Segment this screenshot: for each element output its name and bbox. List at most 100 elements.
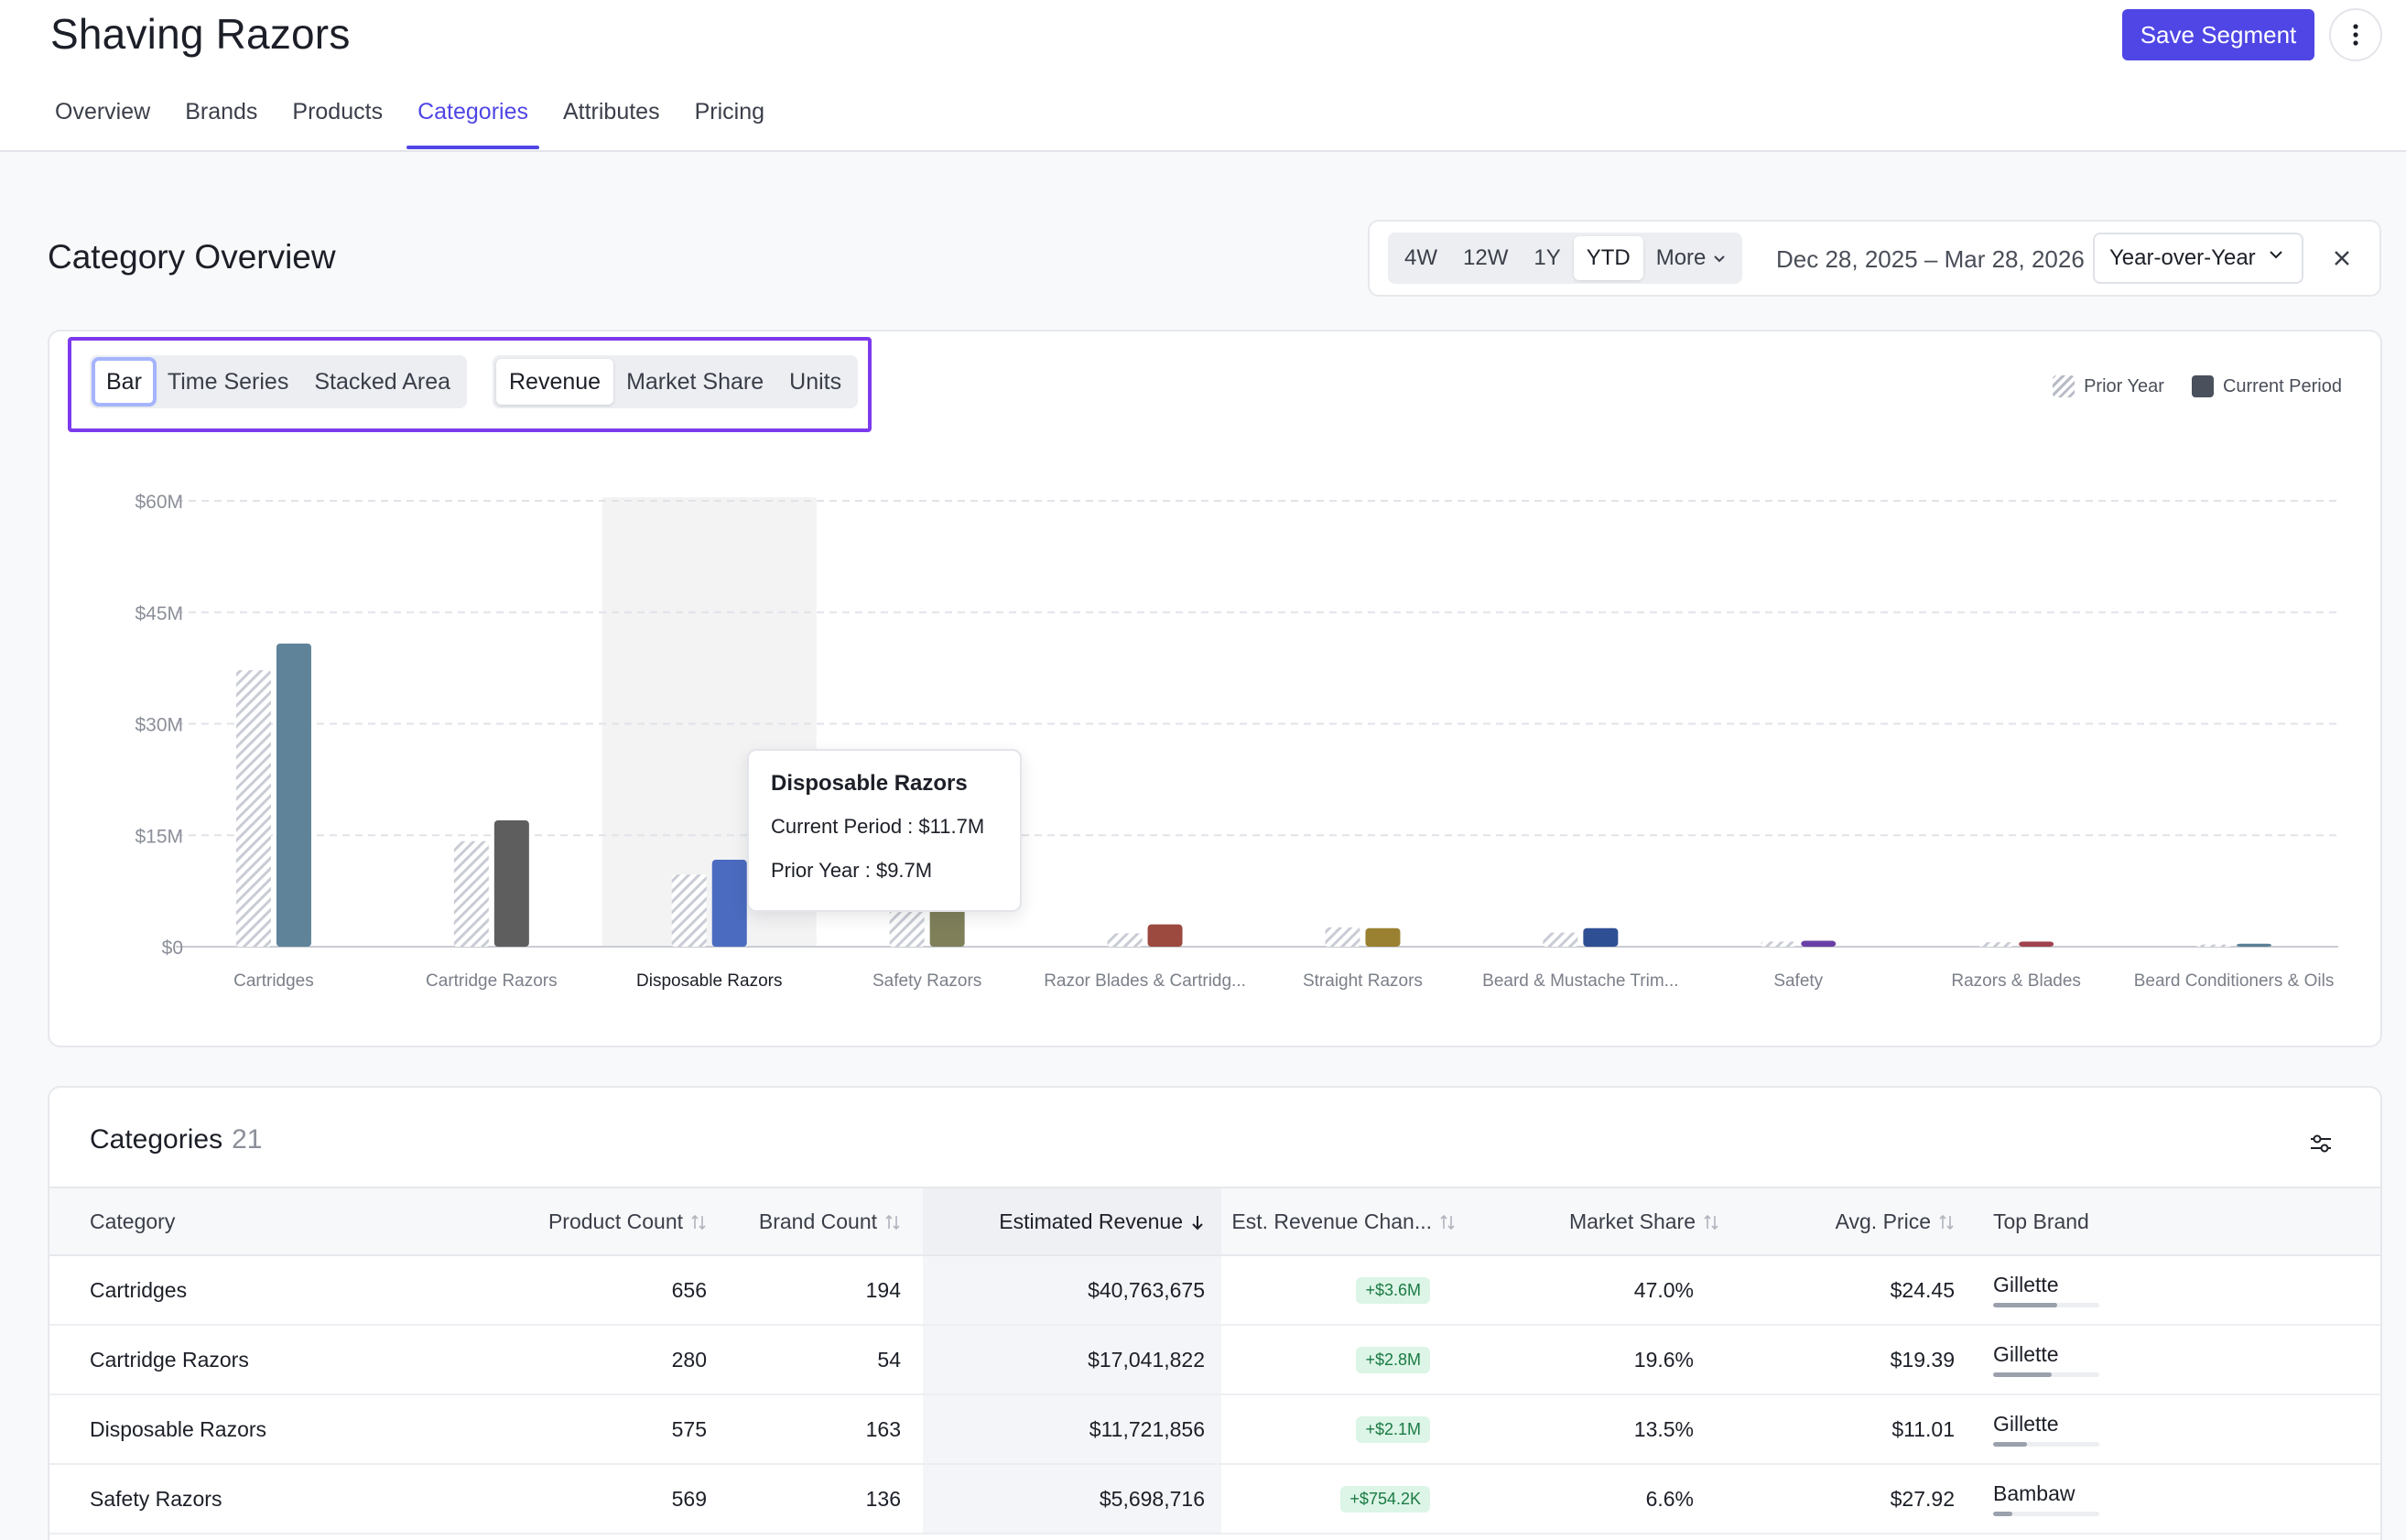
tab-attributes[interactable]: Attributes (562, 99, 660, 125)
change-badge: +$3.6M (1356, 1277, 1430, 1304)
col-category[interactable]: Category (90, 1187, 463, 1256)
tab-categories[interactable]: Categories (400, 99, 546, 149)
page-header: Shaving Razors Save Segment Overview Bra… (0, 0, 2406, 152)
legend-prior-year[interactable]: Prior Year (2053, 375, 2164, 397)
y-tick-label: $0 (162, 938, 183, 959)
metric-units[interactable]: Units (789, 369, 842, 395)
y-tick-label: $15M (135, 826, 183, 847)
x-tick-label: Cartridge Razors (426, 971, 558, 991)
x-tick-label: Cartridges (233, 971, 314, 991)
bar-current-period (2237, 943, 2272, 947)
tab-brands[interactable]: Brands (185, 99, 258, 125)
cell-top-brand[interactable]: Gillette (1955, 1255, 2380, 1326)
cell-avg-price: $19.39 (1719, 1325, 1955, 1395)
cell-product-count: 280 (463, 1325, 707, 1395)
col-market-share-label: Market Share (1568, 1209, 1696, 1233)
chevron-down-icon (1714, 255, 1726, 263)
sort-icon (885, 1215, 900, 1231)
tab-overview[interactable]: Overview (55, 99, 151, 125)
table-title-text: Categories (90, 1124, 223, 1155)
cell-top-brand[interactable]: Gillette (1955, 1394, 2380, 1465)
period-4w[interactable]: 4W (1404, 245, 1437, 270)
table-row[interactable]: Cartridges 656 194 $40,763,675 +$3.6M 47.0% $2… (49, 1255, 2380, 1326)
cell-category[interactable]: Disposable Razors (90, 1394, 463, 1465)
top-brand-name: Gillette (1993, 1412, 2059, 1436)
cell-revenue: $17,041,822 (923, 1325, 1221, 1395)
brand-share-bar (1993, 1372, 2099, 1377)
bar-prior-year (1543, 932, 1578, 947)
view-bar[interactable]: Bar (92, 357, 157, 407)
cell-product-count: 569 (463, 1464, 707, 1535)
view-time-series[interactable]: Time Series (167, 369, 289, 395)
tab-products[interactable]: Products (292, 99, 384, 125)
col-product-count[interactable]: Product Count (463, 1187, 707, 1256)
table-title: Categories 21 (90, 1124, 262, 1155)
x-tick-label: Beard Conditioners & Oils (2134, 971, 2335, 991)
col-top-brand[interactable]: Top Brand (1955, 1187, 2380, 1256)
cell-market-share: 13.5% (1463, 1394, 1719, 1465)
col-category-label: Category (90, 1209, 176, 1233)
period-12w[interactable]: 12W (1463, 245, 1509, 270)
cell-category[interactable]: Cartridges (90, 1255, 463, 1326)
cell-category[interactable]: Safety Razors (90, 1464, 463, 1535)
col-avg-price[interactable]: Avg. Price (1719, 1187, 1955, 1256)
table-row[interactable]: Safety Razors 569 136 $5,698,716 +$754.2K 6.6… (49, 1464, 2380, 1535)
x-tick-label: Safety Razors (872, 971, 981, 991)
date-range-controls: 4W 12W 1Y YTD More Dec 28, 2025 – Mar 28… (1368, 220, 2381, 297)
sort-icon (1440, 1215, 1455, 1231)
bar-prior-year (889, 910, 925, 947)
save-segment-button[interactable]: Save Segment (2122, 9, 2314, 60)
change-badge: +$2.1M (1356, 1416, 1430, 1443)
cell-revenue-change: +$2.1M (1221, 1394, 1463, 1465)
tooltip-current: Current Period : $11.7M (771, 815, 985, 838)
brand-share-fill (1993, 1512, 2012, 1516)
view-stacked-area[interactable]: Stacked Area (314, 369, 451, 395)
chart-tooltip: Disposable Razors Current Period : $11.7… (747, 749, 1022, 912)
cell-brand-count: 163 (707, 1394, 923, 1465)
clear-range-button[interactable] (2327, 244, 2357, 273)
more-options-button[interactable] (2329, 8, 2382, 61)
col-revenue-change[interactable]: Est. Revenue Chan... (1221, 1187, 1463, 1256)
bar-current-period (929, 904, 965, 947)
metric-revenue[interactable]: Revenue (496, 359, 614, 405)
col-estimated-revenue[interactable]: Estimated Revenue (923, 1187, 1221, 1256)
cell-market-share: 19.6% (1463, 1325, 1719, 1395)
cell-category[interactable]: Cartridge Razors (90, 1325, 463, 1395)
period-ytd[interactable]: YTD (1573, 236, 1643, 280)
x-tick-label: Straight Razors (1303, 971, 1423, 991)
cell-revenue-change: +$2.8M (1221, 1325, 1463, 1395)
column-settings-button[interactable] (2307, 1130, 2335, 1157)
nav-tabs: Overview Brands Products Categories Attr… (55, 99, 782, 149)
metric-market-share[interactable]: Market Share (626, 369, 764, 395)
sort-icon (1704, 1215, 1718, 1231)
col-market-share[interactable]: Market Share (1463, 1187, 1719, 1256)
brand-share-bar (1993, 1303, 2099, 1307)
change-badge: +$2.8M (1356, 1347, 1430, 1373)
y-tick-label: $30M (135, 715, 183, 736)
col-brand-count[interactable]: Brand Count (707, 1187, 923, 1256)
legend-current-period[interactable]: Current Period (2191, 375, 2342, 397)
kebab-icon (2353, 24, 2358, 46)
x-tick-label: Razor Blades & Cartridg... (1044, 971, 1246, 991)
x-tick-label: Disposable Razors (636, 971, 782, 991)
cell-top-brand[interactable]: Gillette (1955, 1325, 2380, 1395)
chart-card: Bar Time Series Stacked Area Revenue Mar… (48, 330, 2382, 1047)
cell-top-brand[interactable]: Bambaw (1955, 1464, 2380, 1535)
table-row[interactable]: Cartridge Razors 280 54 $17,041,822 +$2.8M 19… (49, 1325, 2380, 1395)
comparison-select[interactable]: Year-over-Year (2093, 233, 2303, 284)
top-brand-name: Gillette (1993, 1342, 2059, 1366)
period-more-dropdown[interactable]: More (1643, 236, 1739, 280)
change-badge: +$754.2K (1340, 1486, 1430, 1513)
tooltip-title: Disposable Razors (771, 771, 968, 796)
period-more-label: More (1655, 245, 1707, 270)
brand-share-bar (1993, 1512, 2099, 1516)
col-revenue-change-label: Est. Revenue Chan... (1231, 1209, 1432, 1233)
period-1y[interactable]: 1Y (1534, 245, 1561, 270)
tab-pricing[interactable]: Pricing (694, 99, 765, 125)
table-count: 21 (232, 1124, 263, 1155)
sliders-icon (2311, 1134, 2331, 1153)
table-row[interactable]: Disposable Razors 575 163 $11,721,856 +$2.1M… (49, 1394, 2380, 1465)
date-range-text[interactable]: Dec 28, 2025 – Mar 28, 2026 (1776, 245, 2085, 273)
chart-metric-toggle: Revenue Market Share Units (493, 355, 859, 408)
x-tick-label: Razors & Blades (1951, 971, 2081, 991)
